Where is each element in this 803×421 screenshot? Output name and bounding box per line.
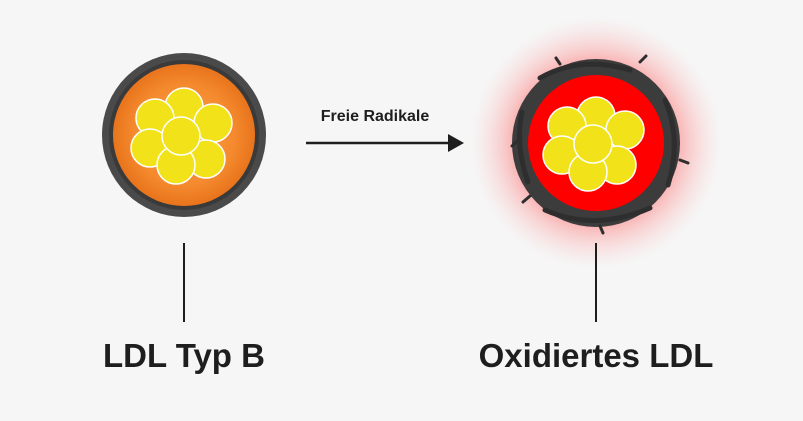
- ldl-particle-right: [470, 17, 722, 269]
- ldl-particle-left: [102, 53, 266, 217]
- lipid-cluster: [542, 96, 645, 192]
- arrow-label: Freie Radikale: [320, 108, 430, 125]
- arrow: [306, 134, 464, 152]
- rough-shell-edge: [510, 54, 690, 235]
- oxidized-ldl-label: Oxidiertes LDL: [478, 337, 714, 374]
- lipid-cluster: [130, 87, 233, 185]
- ldl-typ-b-label: LDL Typ B: [103, 337, 265, 374]
